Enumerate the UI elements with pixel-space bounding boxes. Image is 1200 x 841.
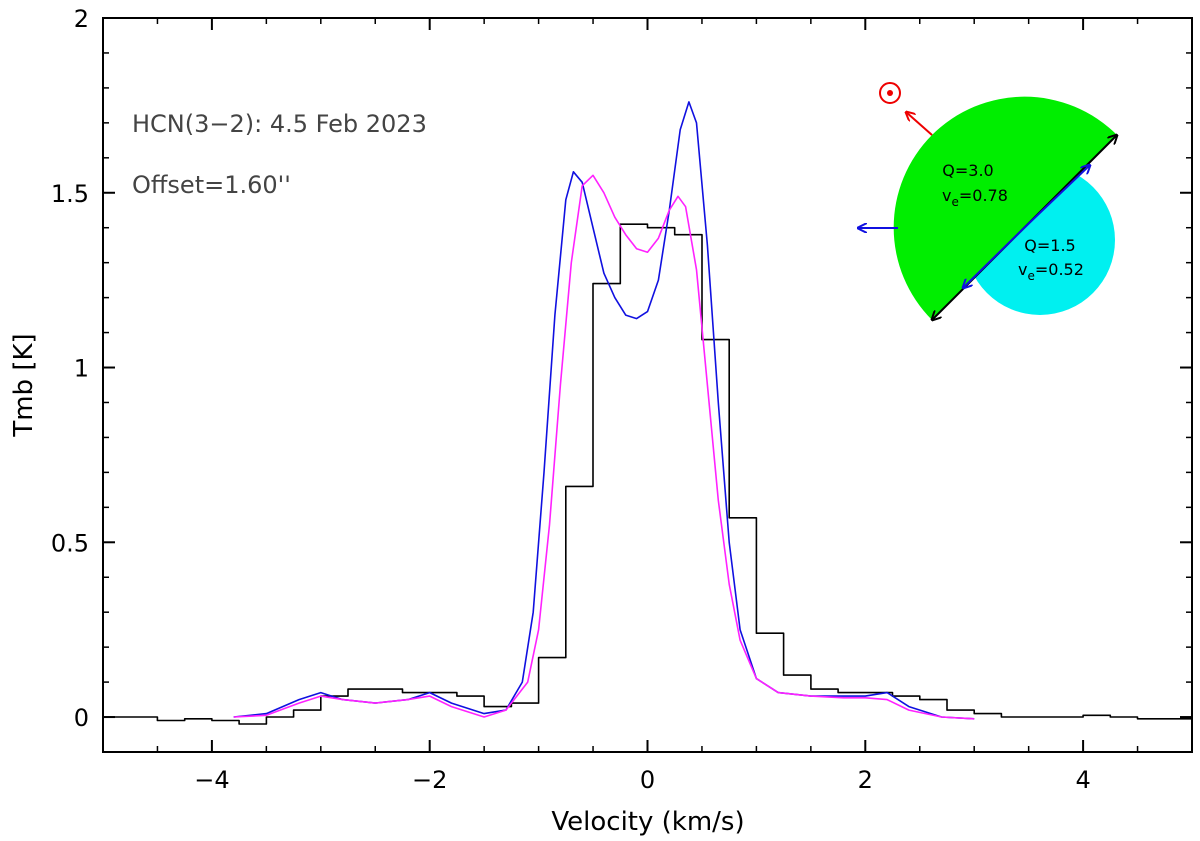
sun-symbol-icon — [879, 82, 901, 104]
data-series — [103, 101, 1192, 725]
sun-direction-arrow — [906, 112, 933, 136]
inset-label-q-small: Q=1.5 — [1024, 236, 1075, 255]
series-0-histogram — [103, 223, 1192, 725]
x-tick-label: 2 — [858, 766, 873, 794]
axis-ticks: −4 −2 0 2 4 0 0.5 1 1.5 2 — [51, 5, 1193, 794]
x-axis-title: Velocity (km/s) — [551, 807, 744, 837]
annotation-line-name: HCN(3−2): 4.5 Feb 2023 — [132, 110, 427, 138]
annotation-offset: Offset=1.60'' — [132, 171, 291, 199]
x-tick-label: −4 — [194, 766, 229, 794]
inset-label-v-small: ve=0.52 — [1018, 260, 1084, 283]
axis-inner-arrow-down — [963, 227, 1025, 288]
y-tick-label: 2 — [74, 5, 89, 33]
x-tick-label: −2 — [412, 766, 447, 794]
large-hemisphere — [893, 96, 1117, 320]
geometry-inset: Q=3.0 ve=0.78 Q=1.5 ve=0.52 — [858, 82, 1117, 320]
x-tick-label: 4 — [1075, 766, 1090, 794]
inset-label-q-large: Q=3.0 — [942, 161, 993, 180]
y-tick-label: 1.5 — [51, 180, 89, 208]
y-tick-label: 0.5 — [51, 529, 89, 557]
y-axis-title: Tmb [K] — [9, 333, 39, 437]
y-tick-label: 0 — [74, 704, 89, 732]
axis-inner-arrow-up — [1023, 165, 1090, 229]
series-2-line — [233, 174, 975, 720]
x-tick-label: 0 — [640, 766, 655, 794]
y-tick-label: 1 — [74, 355, 89, 383]
inset-label-v-large: ve=0.78 — [942, 186, 1008, 209]
